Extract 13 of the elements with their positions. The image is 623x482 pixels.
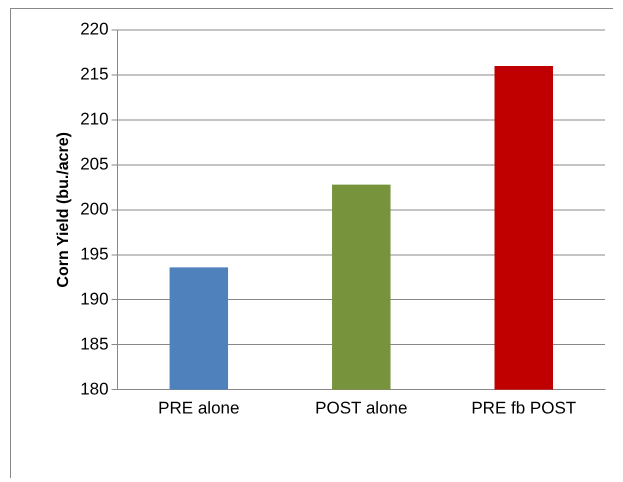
y-tick-label: 220	[80, 20, 109, 39]
y-tick-label: 210	[80, 110, 109, 129]
y-axis-title: Corn Yield (bu./acre)	[55, 132, 72, 288]
y-tick-label: 195	[80, 244, 109, 264]
x-tick-label: POST alone	[315, 398, 408, 418]
y-tick-label: 215	[80, 64, 109, 84]
x-tick-label: PRE fb POST	[471, 398, 576, 418]
y-tick-label: 180	[80, 379, 109, 398]
y-tick-label: 205	[80, 154, 109, 174]
y-tick-label: 190	[80, 289, 109, 308]
y-tick-label: 200	[80, 199, 109, 218]
x-tick-label: PRE alone	[158, 398, 240, 418]
y-tick-label: 185	[80, 334, 109, 354]
